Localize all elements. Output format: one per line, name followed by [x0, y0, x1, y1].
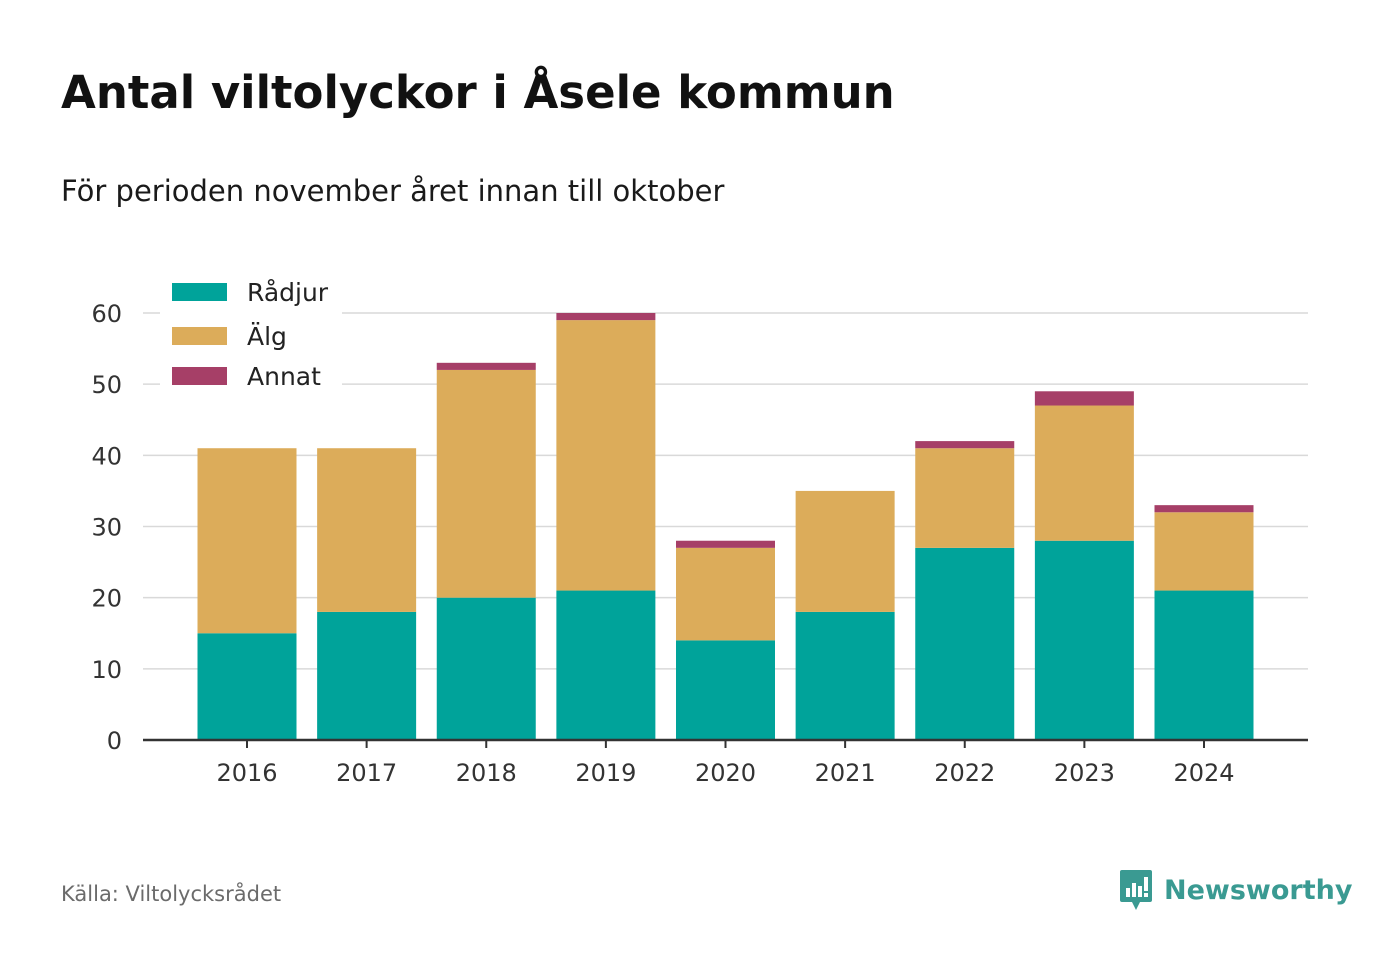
- x-tick-label: 2020: [695, 759, 756, 787]
- bar-segment-älg-2021: [795, 490, 895, 612]
- legend-label: Älg: [247, 322, 287, 351]
- bar-segment-annat-2019: [556, 313, 656, 321]
- legend: Rådjur Älg Annat: [160, 272, 342, 394]
- x-tick-label: 2017: [336, 759, 397, 787]
- chart-title: Antal viltolyckor i Åsele kommun: [61, 66, 895, 119]
- x-tick-label: 2018: [456, 759, 517, 787]
- bar-segment-älg-2019: [556, 320, 656, 591]
- y-tick-label: 0: [107, 727, 122, 755]
- bar-segment-rådjur-2018: [436, 597, 536, 740]
- y-tick-label: 20: [91, 585, 122, 613]
- bar-segment-rådjur-2020: [676, 640, 775, 740]
- bar-segment-rådjur-2022: [915, 547, 1015, 740]
- brand-name: Newsworthy: [1164, 874, 1353, 906]
- bar-segment-annat-2024: [1154, 505, 1254, 513]
- x-tick-label: 2021: [815, 759, 876, 787]
- chart-subtitle: För perioden november året innan till ok…: [61, 174, 725, 208]
- source-note: Källa: Viltolycksrådet: [61, 882, 282, 906]
- bar-segment-rådjur-2016: [197, 633, 297, 740]
- bar-segment-rådjur-2021: [795, 611, 895, 740]
- y-tick-label: 40: [91, 442, 122, 470]
- brand-logo: Newsworthy: [1118, 868, 1352, 912]
- bar-segment-rådjur-2017: [317, 611, 417, 740]
- bar-segment-älg-2024: [1154, 512, 1254, 591]
- bar-segment-rådjur-2019: [556, 590, 656, 740]
- x-tick-label: 2024: [1173, 759, 1234, 787]
- legend-label: Annat: [247, 362, 321, 391]
- y-tick-label: 60: [91, 300, 122, 328]
- x-tick-label: 2023: [1054, 759, 1115, 787]
- bar-segment-annat-2022: [915, 441, 1015, 449]
- legend-label: Rådjur: [247, 278, 329, 307]
- x-tick-label: 2022: [934, 759, 995, 787]
- bar-segment-annat-2018: [436, 362, 536, 370]
- newsworthy-logo-icon: [1120, 870, 1152, 910]
- bar-segment-älg-2020: [676, 547, 775, 641]
- bar-segment-rådjur-2023: [1034, 540, 1134, 740]
- y-tick-label: 30: [91, 514, 122, 542]
- bar-segment-älg-2022: [915, 448, 1015, 548]
- bar-segment-älg-2016: [197, 448, 297, 634]
- bar-segment-annat-2020: [676, 540, 775, 548]
- x-tick-label: 2016: [216, 759, 277, 787]
- bar-segment-älg-2023: [1034, 405, 1134, 541]
- y-tick-label: 10: [91, 656, 122, 684]
- legend-swatch-älg: [172, 327, 227, 345]
- bar-segment-älg-2018: [436, 369, 536, 598]
- y-tick-label: 50: [91, 371, 122, 399]
- axes: 0 10 20 30 40 50 60 2016 2017 2018 2019 2020 2021 202…: [91, 300, 1308, 787]
- bar-segment-älg-2017: [317, 448, 417, 612]
- legend-swatch-annat: [172, 367, 227, 385]
- bar-segment-rådjur-2024: [1154, 590, 1254, 740]
- bar-segment-annat-2023: [1034, 391, 1134, 406]
- bars: [197, 313, 1254, 740]
- x-tick-label: 2019: [575, 759, 636, 787]
- legend-swatch-rådjur: [172, 283, 227, 301]
